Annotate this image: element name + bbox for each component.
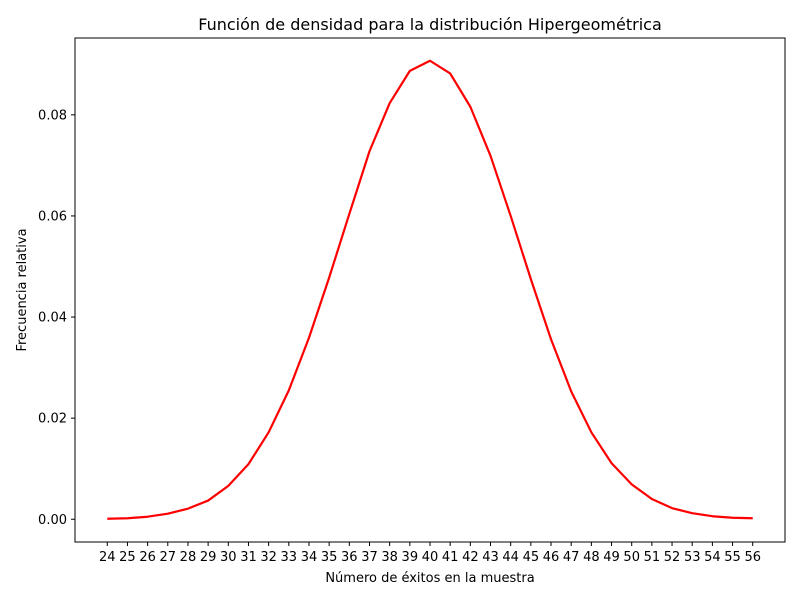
x-tick-label: 51: [644, 550, 661, 565]
x-tick-label: 34: [301, 550, 318, 565]
x-tick-label: 54: [704, 550, 721, 565]
x-tick-label: 46: [543, 550, 560, 565]
x-tick-label: 24: [99, 550, 116, 565]
x-tick-label: 47: [563, 550, 580, 565]
x-tick-label: 52: [664, 550, 681, 565]
x-tick-label: 42: [462, 550, 479, 565]
x-tick-label: 41: [442, 550, 459, 565]
x-tick-label: 39: [402, 550, 419, 565]
x-tick-label: 25: [119, 550, 136, 565]
y-axis: 0.00 0.02 0.04 0.06 0.08: [38, 108, 75, 528]
x-tick-label: 48: [583, 550, 600, 565]
x-axis-title: Número de éxitos en la muestra: [325, 571, 534, 586]
x-tick-label: 45: [523, 550, 540, 565]
x-tick-label: 28: [180, 550, 197, 565]
x-tick-label: 37: [361, 550, 378, 565]
x-tick-label: 38: [381, 550, 398, 565]
x-tick-label: 32: [260, 550, 277, 565]
x-tick-label: 26: [139, 550, 156, 565]
x-tick-label: 31: [240, 550, 257, 565]
x-tick-label: 43: [482, 550, 499, 565]
plot-frame: [74, 37, 786, 543]
x-tick-label: 29: [200, 550, 217, 565]
x-tick-label: 35: [321, 550, 338, 565]
x-axis: 24 25 26 27 28 29 30 31 32 33 34 35 36 37 38 39 40 41 42 43…: [99, 542, 761, 565]
x-tick-label: 49: [603, 550, 620, 565]
y-tick-label: 0.02: [38, 412, 67, 427]
x-tick-label: 55: [724, 550, 741, 565]
x-tick-label: 30: [220, 550, 237, 565]
plot-area: [107, 59, 753, 520]
y-tick-label: 0.06: [38, 209, 67, 224]
x-tick-label: 27: [160, 550, 177, 565]
x-tick-label: 44: [502, 550, 519, 565]
y-tick-label: 0.08: [38, 108, 67, 123]
x-tick-label: 36: [341, 550, 358, 565]
y-tick-label: 0.04: [38, 311, 67, 326]
density-line: [107, 59, 753, 520]
x-tick-label: 50: [623, 550, 640, 565]
chart-title: Función de densidad para la distribución…: [198, 15, 662, 34]
x-tick-label: 56: [744, 550, 761, 565]
y-axis-title: Frecuencia relativa: [15, 228, 30, 351]
y-tick-label: 0.00: [38, 513, 67, 528]
x-tick-label: 33: [281, 550, 298, 565]
x-tick-label: 53: [684, 550, 701, 565]
x-tick-label: 40: [422, 550, 439, 565]
